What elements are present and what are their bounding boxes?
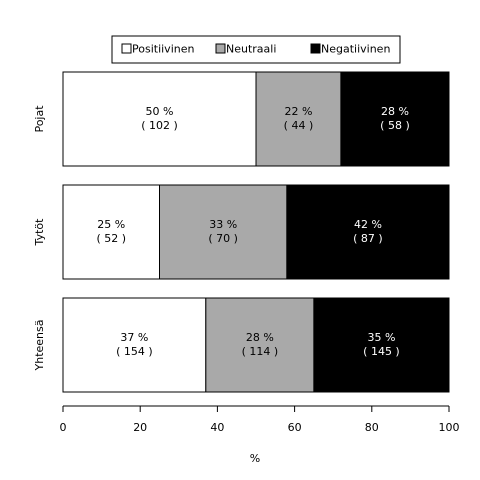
count-label: ( 87 ) <box>353 232 383 245</box>
legend-swatch <box>215 43 226 54</box>
value-label: 35 % <box>367 331 395 344</box>
count-label: ( 145 ) <box>363 345 400 358</box>
x-tick-label: 100 <box>439 421 460 434</box>
value-label: 50 % <box>146 105 174 118</box>
value-label: 42 % <box>354 218 382 231</box>
count-label: ( 52 ) <box>96 232 126 245</box>
y-tick-label: Yhteensä <box>33 320 46 372</box>
x-tick-label: 40 <box>210 421 224 434</box>
legend-label: Positiivinen <box>132 43 194 56</box>
y-tick-label: Pojat <box>33 105 46 133</box>
legend-label: Neutraali <box>226 43 276 56</box>
x-tick-label: 20 <box>133 421 147 434</box>
count-label: ( 154 ) <box>116 345 153 358</box>
bar-segment <box>62 297 207 393</box>
value-label: 33 % <box>209 218 237 231</box>
bar-segment <box>286 184 450 280</box>
legend-box <box>111 35 401 64</box>
count-label: ( 58 ) <box>380 119 410 132</box>
bar-segment <box>159 184 288 280</box>
legend-label: Negatiivinen <box>321 43 390 56</box>
bar-segment <box>313 297 450 393</box>
x-axis-label: % <box>250 452 260 465</box>
bar-segment <box>62 184 160 280</box>
x-tick-label: 0 <box>60 421 67 434</box>
legend-swatch <box>310 43 321 54</box>
legend-swatch <box>121 43 132 54</box>
count-label: ( 102 ) <box>141 119 178 132</box>
bar-segment <box>255 71 342 167</box>
count-label: ( 44 ) <box>284 119 314 132</box>
count-label: ( 70 ) <box>208 232 238 245</box>
bar-segment <box>205 297 315 393</box>
value-label: 28 % <box>381 105 409 118</box>
value-label: 37 % <box>120 331 148 344</box>
bar-segment <box>340 71 450 167</box>
x-tick-label: 80 <box>365 421 379 434</box>
value-label: 28 % <box>246 331 274 344</box>
value-label: 25 % <box>97 218 125 231</box>
bar-segment <box>62 71 257 167</box>
value-label: 22 % <box>284 105 312 118</box>
count-label: ( 114 ) <box>242 345 279 358</box>
y-tick-label: Tytöt <box>33 218 46 247</box>
x-tick-label: 60 <box>288 421 302 434</box>
